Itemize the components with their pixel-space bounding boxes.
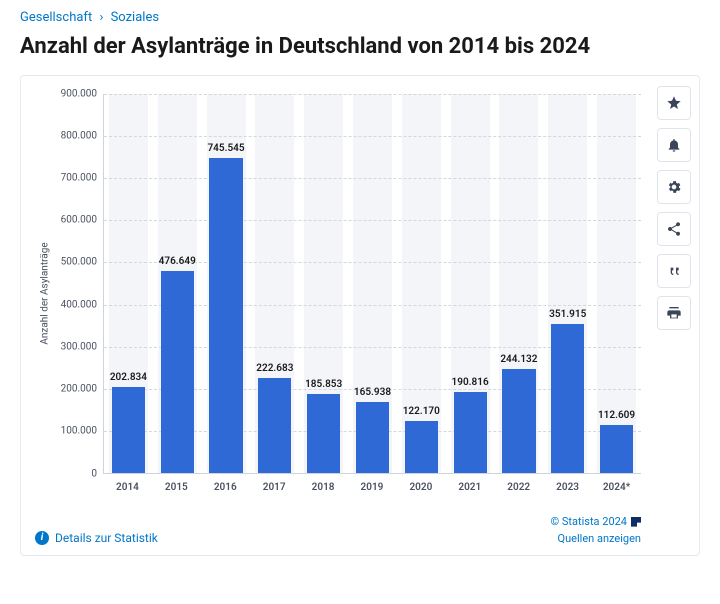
bar[interactable]: 244.132 (502, 369, 535, 472)
x-axis: 2014201520162017201820192020202120222023… (103, 474, 641, 493)
gear-icon (666, 179, 682, 195)
bar-value-label: 165.938 (354, 387, 391, 398)
bar-value-label: 745.545 (207, 143, 244, 154)
bar[interactable]: 476.649 (161, 271, 194, 472)
sources-link[interactable]: Quellen anzeigen (551, 532, 641, 545)
share-button[interactable] (657, 212, 691, 246)
bar[interactable]: 745.545 (209, 158, 242, 473)
y-tick-label: 400.000 (61, 299, 97, 310)
bar-value-label: 476.649 (159, 256, 196, 267)
bar[interactable]: 222.683 (258, 378, 291, 472)
grid-line (104, 178, 641, 179)
y-tick-label: 700.000 (61, 172, 97, 183)
copyright-text: © Statista 2024 (551, 515, 641, 528)
bar-value-label: 112.609 (598, 410, 635, 421)
bar[interactable]: 185.853 (307, 394, 340, 472)
cite-button[interactable] (657, 254, 691, 288)
favorite-button[interactable] (657, 86, 691, 120)
chart-area: Anzahl der Asylanträge 0 100.000 200.000 30… (35, 94, 641, 493)
y-tick-label: 100.000 (61, 426, 97, 437)
notify-button[interactable] (657, 128, 691, 162)
y-axis-label-wrap: Anzahl der Asylanträge (35, 94, 55, 493)
chart-plot: 202.834 476.649 745.545 222.683 185.853 165.9… (103, 94, 641, 474)
bar-slot: 202.834 (104, 94, 153, 473)
y-tick-label: 300.000 (61, 341, 97, 352)
print-icon (666, 305, 682, 321)
bar-value-label: 202.834 (110, 372, 147, 383)
info-icon: i (35, 531, 49, 545)
bar-value-label: 190.816 (452, 377, 489, 388)
details-label: Details zur Statistik (55, 531, 158, 545)
bar[interactable]: 351.915 (551, 324, 584, 473)
bar[interactable]: 112.609 (600, 425, 633, 473)
quote-icon (666, 263, 682, 279)
bar-value-label: 351.915 (549, 309, 586, 320)
print-button[interactable] (657, 296, 691, 330)
x-tick-label: 2024* (592, 474, 641, 493)
settings-button[interactable] (657, 170, 691, 204)
grid-line (104, 136, 641, 137)
star-icon (666, 95, 682, 111)
y-tick-label: 900.000 (61, 88, 97, 99)
bar[interactable]: 202.834 (112, 387, 145, 473)
bar-slot: 112.609 (592, 94, 641, 473)
bar-value-label: 244.132 (500, 354, 537, 365)
breadcrumb-separator: › (99, 10, 103, 25)
bar-slot: 165.938 (348, 94, 397, 473)
x-tick-label: 2015 (152, 474, 201, 493)
breadcrumb: Gesellschaft › Soziales (20, 10, 700, 25)
x-tick-label: 2019 (348, 474, 397, 493)
chart-toolbar (657, 86, 691, 330)
x-tick-label: 2017 (250, 474, 299, 493)
details-link[interactable]: i Details zur Statistik (35, 531, 158, 545)
y-tick-label: 200.000 (61, 384, 97, 395)
bar-slot: 745.545 (202, 94, 251, 473)
x-tick-label: 2021 (445, 474, 494, 493)
grid-line (104, 220, 641, 221)
grid-line (104, 94, 641, 95)
y-tick-label: 0 (91, 468, 97, 479)
bar-slot: 222.683 (250, 94, 299, 473)
x-tick-label: 2022 (494, 474, 543, 493)
bar-slot: 190.816 (446, 94, 495, 473)
page-title: Anzahl der Asylanträge in Deutschland vo… (20, 33, 700, 61)
bar-value-label: 122.170 (403, 406, 440, 417)
breadcrumb-level2[interactable]: Soziales (111, 10, 159, 25)
bar-slot: 244.132 (495, 94, 544, 473)
bell-icon (666, 137, 682, 153)
chart-footer: i Details zur Statistik © Statista 2024 … (35, 515, 641, 545)
share-icon (666, 221, 682, 237)
y-tick-label: 600.000 (61, 215, 97, 226)
x-tick-label: 2014 (103, 474, 152, 493)
breadcrumb-level1[interactable]: Gesellschaft (20, 10, 92, 25)
x-tick-label: 2020 (396, 474, 445, 493)
bar-slot: 476.649 (153, 94, 202, 473)
y-axis-label: Anzahl der Asylanträge (40, 242, 51, 344)
bar[interactable]: 190.816 (454, 392, 487, 473)
x-tick-label: 2016 (201, 474, 250, 493)
bar-slot: 122.170 (397, 94, 446, 473)
bar-slot: 351.915 (543, 94, 592, 473)
bar-slot: 185.853 (299, 94, 348, 473)
bar[interactable]: 122.170 (405, 421, 438, 473)
bar[interactable]: 165.938 (356, 402, 389, 472)
x-tick-label: 2023 (543, 474, 592, 493)
bar-value-label: 222.683 (256, 363, 293, 374)
copyright-label: © Statista 2024 (551, 515, 627, 528)
y-tick-label: 500.000 (61, 257, 97, 268)
bar-value-label: 185.853 (305, 379, 342, 390)
y-tick-label: 800.000 (61, 130, 97, 141)
x-tick-label: 2018 (299, 474, 348, 493)
statista-logo-icon (631, 517, 641, 527)
chart-card: Anzahl der Asylanträge 0 100.000 200.000 30… (20, 75, 700, 556)
bars-container: 202.834 476.649 745.545 222.683 185.853 165.9… (104, 94, 641, 473)
y-axis: 0100.000200.000300.000400.000500.000600.… (55, 94, 103, 474)
